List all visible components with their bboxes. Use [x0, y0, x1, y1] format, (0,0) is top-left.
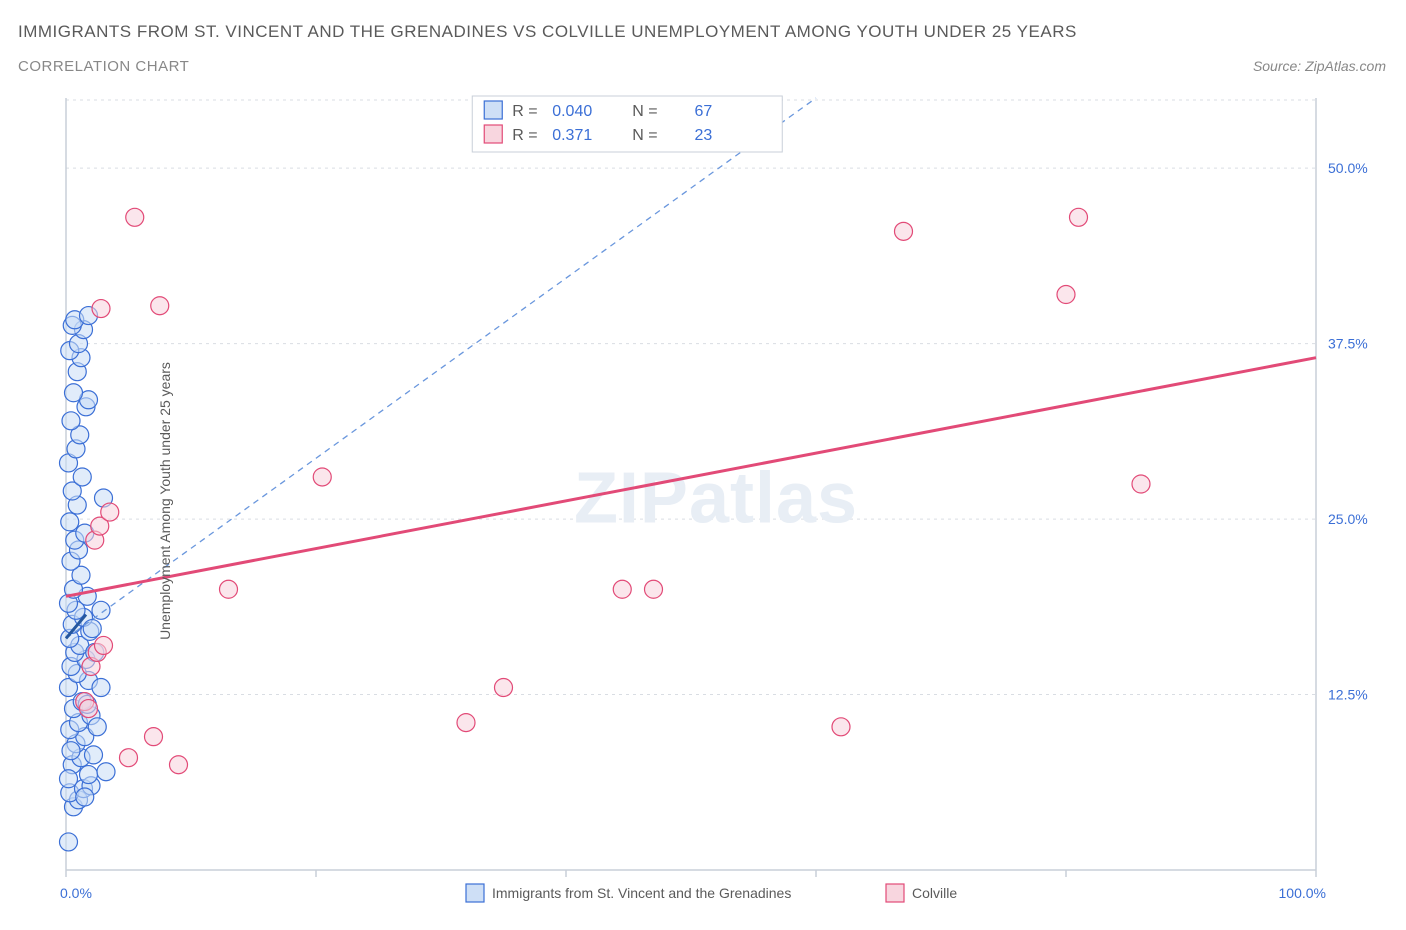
scatter-point	[126, 208, 144, 226]
svg-text:67: 67	[694, 103, 712, 120]
scatter-point	[895, 222, 913, 240]
source-attribution: Source: ZipAtlas.com	[1253, 58, 1386, 74]
chart-title: IMMIGRANTS FROM ST. VINCENT AND THE GREN…	[18, 22, 1077, 42]
scatter-point	[60, 833, 78, 851]
svg-text:23: 23	[694, 127, 712, 144]
scatter-point	[85, 746, 103, 764]
scatter-point	[60, 770, 78, 788]
scatter-point	[95, 636, 113, 654]
scatter-point	[88, 718, 106, 736]
scatter-point	[80, 766, 98, 784]
svg-text:N =: N =	[632, 127, 657, 144]
scatter-point	[92, 300, 110, 318]
scatter-point	[97, 763, 115, 781]
scatter-point	[1070, 208, 1088, 226]
scatter-point	[120, 749, 138, 767]
svg-text:0.371: 0.371	[552, 127, 592, 144]
svg-text:R =: R =	[512, 127, 537, 144]
scatter-point	[83, 620, 101, 638]
svg-text:R =: R =	[512, 103, 537, 120]
scatter-point	[73, 468, 91, 486]
scatter-point	[76, 788, 94, 806]
scatter-point	[1132, 475, 1150, 493]
scatter-point	[65, 384, 83, 402]
scatter-point	[832, 718, 850, 736]
scatter-point	[613, 580, 631, 598]
scatter-point	[62, 742, 80, 760]
svg-text:25.0%: 25.0%	[1328, 511, 1368, 527]
scatter-point	[151, 297, 169, 315]
scatter-point	[495, 679, 513, 697]
scatter-point	[313, 468, 331, 486]
watermark: ZIPatlas	[574, 459, 858, 539]
svg-text:0.0%: 0.0%	[60, 885, 92, 901]
svg-text:12.5%: 12.5%	[1328, 687, 1368, 703]
bottom-legend-swatch-b	[886, 884, 904, 902]
scatter-point	[145, 728, 163, 746]
bottom-legend-label-b: Colville	[912, 885, 957, 901]
chart-subtitle: CORRELATION CHART	[18, 58, 189, 75]
svg-text:37.5%: 37.5%	[1328, 336, 1368, 352]
scatter-point	[457, 714, 475, 732]
bottom-legend-swatch-a	[466, 884, 484, 902]
y-axis-label: Unemployment Among Youth under 25 years	[157, 362, 173, 640]
legend-swatch	[484, 101, 502, 119]
correlation-scatter-chart: ZIPatlas 0.0% 100.0% 12.5% 25.0% 37.5% 50.0% R …	[18, 90, 1388, 912]
scatter-point	[61, 513, 79, 531]
svg-text:100.0%: 100.0%	[1279, 885, 1326, 901]
scatter-point	[92, 679, 110, 697]
legend-swatch	[484, 125, 502, 143]
scatter-point	[101, 503, 119, 521]
svg-text:0.040: 0.040	[552, 103, 592, 120]
bottom-legend-label-a: Immigrants from St. Vincent and the Gren…	[492, 885, 791, 901]
scatter-point	[80, 700, 98, 718]
scatter-point	[1057, 286, 1075, 304]
scatter-point	[170, 756, 188, 774]
svg-text:50.0%: 50.0%	[1328, 160, 1368, 176]
scatter-point	[220, 580, 238, 598]
svg-text:N =: N =	[632, 103, 657, 120]
scatter-point	[92, 601, 110, 619]
scatter-point	[62, 412, 80, 430]
scatter-point	[645, 580, 663, 598]
